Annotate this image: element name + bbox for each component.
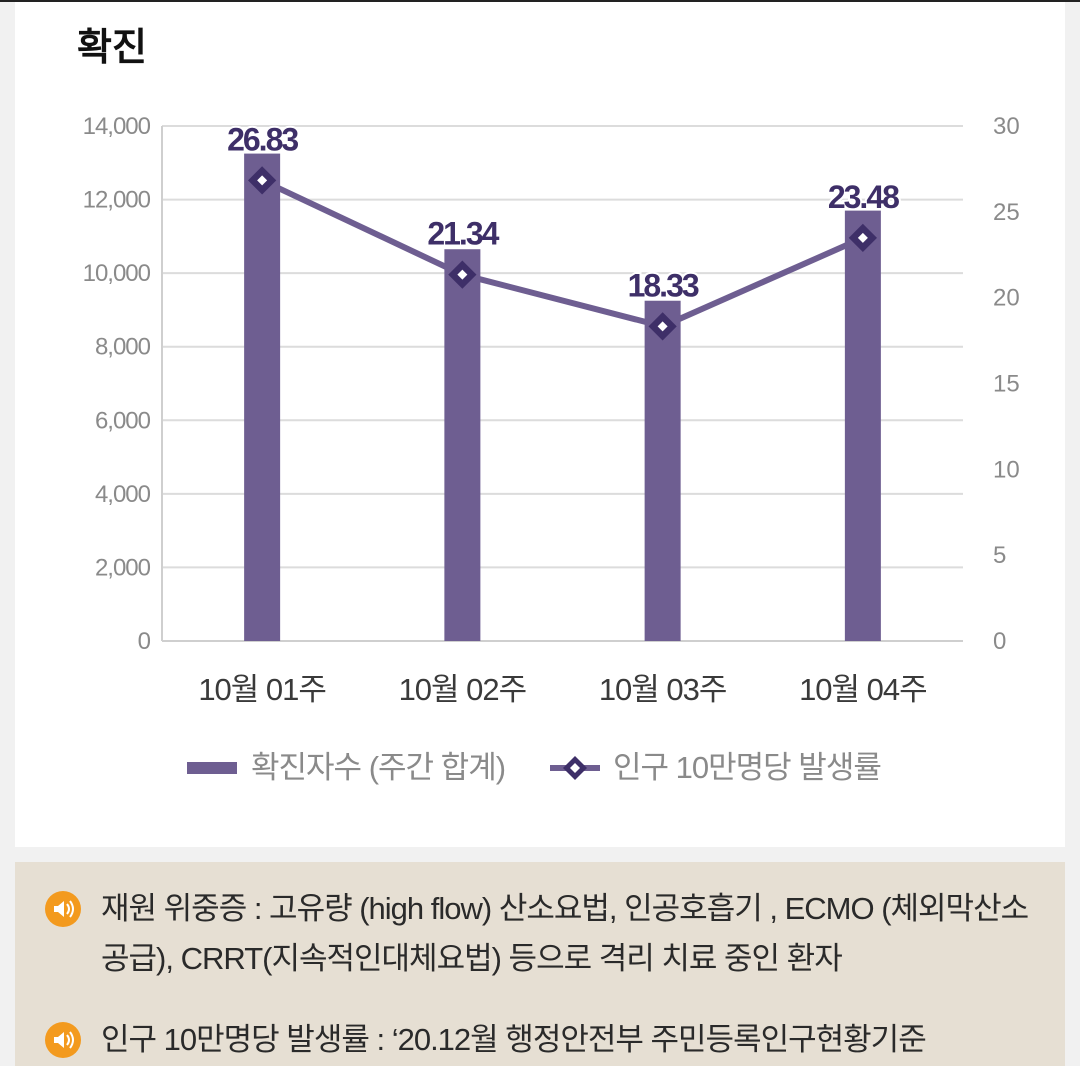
bar [444, 249, 481, 641]
line-point-inner [257, 175, 268, 186]
y-tick-right: 25 [993, 199, 1020, 226]
y-tick-left: 2,000 [95, 554, 151, 581]
y-tick-left: 4,000 [95, 481, 151, 508]
speaker-icon [45, 1022, 81, 1058]
data-label: 26.83 [227, 121, 298, 157]
x-tick-label: 10월 03주 [599, 672, 727, 707]
y-tick-right: 15 [993, 371, 1020, 398]
data-label: 18.33 [628, 267, 699, 303]
y-tick-left: 14,000 [83, 113, 151, 140]
y-tick-left: 12,000 [83, 187, 151, 214]
y-tick-left: 10,000 [83, 260, 151, 287]
bar [844, 210, 881, 641]
note-text: 재원 위중증 : 고유량 (high flow) 산소요법, 인공호흡기 , E… [101, 891, 1029, 976]
chart: 0 2,000 4,000 6,000 8,000 10,000 12,000 14,000 0… [83, 113, 1020, 785]
line-series [260, 177, 865, 330]
line-point-inner [657, 321, 668, 332]
note-item: 인구 10만명당 발생률 : ‘20.12월 행정안전부 주민등록인구현황기준 [45, 1015, 1055, 1065]
x-tick-label: 10월 02주 [399, 672, 527, 707]
legend-bar-swatch [187, 762, 237, 774]
data-label: 21.34 [427, 216, 499, 252]
note-item: 재원 위중증 : 고유량 (high flow) 산소요법, 인공호흡기 , E… [45, 884, 1055, 984]
legend-label-line: 인구 10만명당 발생률 [613, 750, 881, 785]
legend-label-bar: 확진자수 (주간 합계) [251, 750, 505, 785]
chart-title: 확진 [77, 27, 147, 69]
chart-card: 0 2,000 4,000 6,000 8,000 10,000 12,000 14,000 0… [15, 2, 1065, 847]
x-tick-label: 10월 01주 [198, 672, 326, 707]
y-tick-right: 30 [993, 113, 1020, 140]
y-tick-left: 8,000 [95, 334, 151, 361]
y-tick-left: 6,000 [95, 407, 151, 434]
bar [244, 153, 281, 641]
x-tick-label: 10월 04주 [799, 672, 927, 707]
line-point-inner [857, 232, 868, 243]
line-point-inner [457, 269, 468, 280]
speaker-icon [45, 891, 81, 927]
y-tick-right: 0 [993, 628, 1006, 655]
data-label: 23.48 [828, 179, 899, 215]
note-text: 인구 10만명당 발생률 : ‘20.12월 행정안전부 주민등록인구현황기준 [101, 1022, 927, 1057]
y-tick-right: 5 [993, 542, 1006, 569]
bar [644, 300, 681, 641]
top-border [0, 0, 1080, 2]
notes-box: 재원 위중증 : 고유량 (high flow) 산소요법, 인공호흡기 , E… [15, 862, 1065, 1066]
y-tick-right: 20 [993, 285, 1020, 312]
y-tick-left: 0 [138, 628, 151, 655]
legend-marker-inner [570, 763, 580, 773]
y-tick-right: 10 [993, 456, 1020, 483]
